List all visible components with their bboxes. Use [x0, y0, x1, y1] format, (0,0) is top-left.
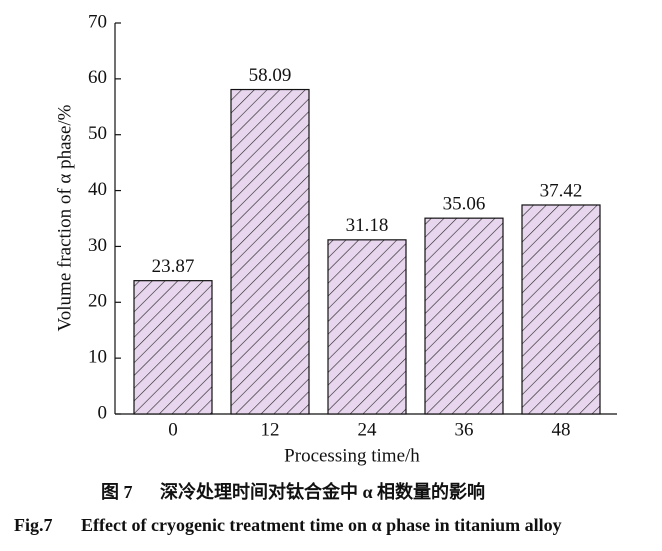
y-tick-label: 30	[88, 235, 107, 256]
y-tick-label: 60	[88, 67, 107, 88]
value-label: 58.09	[249, 65, 292, 86]
y-axis-label: Volume fraction of α phase/%	[54, 104, 75, 331]
bar	[424, 217, 504, 415]
bar	[521, 204, 601, 415]
y-tick-label: 40	[88, 179, 107, 200]
bar	[133, 280, 213, 415]
x-tick-label: 36	[455, 419, 474, 440]
value-label: 31.18	[346, 215, 389, 236]
y-tick-label: 70	[88, 11, 107, 32]
x-tick-label: 12	[261, 419, 280, 440]
caption-text: 深冷处理时间对钛合金中 α 相数量的影响	[160, 481, 485, 502]
y-tick-label: 0	[98, 402, 108, 423]
caption-label: Fig.7	[14, 515, 53, 535]
value-label: 23.87	[152, 256, 195, 277]
value-label: 35.06	[443, 194, 486, 215]
value-label: 37.42	[540, 180, 583, 201]
caption-text: Effect of cryogenic treatment time on α …	[81, 515, 562, 535]
x-tick-label: 24	[358, 419, 378, 440]
caption-label: 图 7	[101, 482, 133, 502]
x-tick-label: 48	[552, 419, 571, 440]
y-tick-label: 50	[88, 123, 107, 144]
x-axis-label: Processing time/h	[284, 445, 420, 466]
bar	[327, 239, 407, 415]
y-tick-label: 20	[88, 291, 107, 312]
x-tick-label: 0	[168, 419, 178, 440]
bar	[230, 88, 310, 415]
y-tick-label: 10	[88, 347, 107, 368]
